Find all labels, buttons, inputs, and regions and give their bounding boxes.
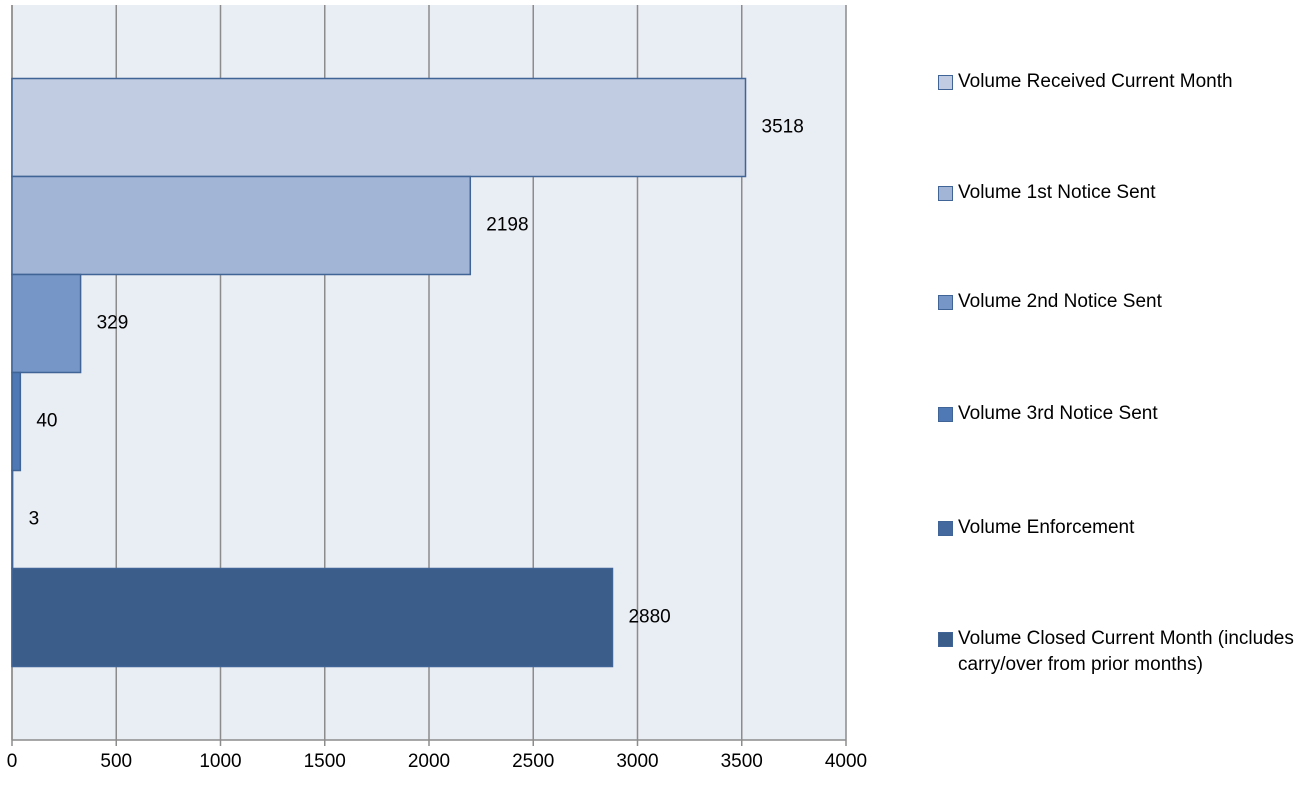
bar xyxy=(11,77,747,178)
data-label: 329 xyxy=(97,313,129,334)
data-label: 3 xyxy=(29,509,40,530)
data-label: 3518 xyxy=(762,117,804,138)
x-tick-label: 500 xyxy=(100,751,132,772)
legend-item: Volume 3rd Notice Sent xyxy=(938,401,1298,427)
legend-swatch xyxy=(938,75,953,90)
x-tick-label: 2000 xyxy=(408,751,450,772)
x-tick-label: 1000 xyxy=(199,751,241,772)
legend-label: Volume Received Current Month xyxy=(958,71,1233,92)
legend-swatch xyxy=(938,632,953,647)
legend-label: Volume Closed Current Month (includes ca… xyxy=(958,628,1294,675)
x-tick-label: 4000 xyxy=(825,751,867,772)
x-tick-label: 2500 xyxy=(512,751,554,772)
data-label: 2198 xyxy=(486,215,528,236)
legend-label: Volume 1st Notice Sent xyxy=(958,182,1156,203)
legend-item: Volume 2nd Notice Sent xyxy=(938,289,1298,315)
bar xyxy=(11,567,614,668)
bar xyxy=(11,371,22,472)
legend-label: Volume 3rd Notice Sent xyxy=(958,403,1158,424)
legend-swatch xyxy=(938,521,953,536)
x-tick-label: 3000 xyxy=(616,751,658,772)
legend-swatch xyxy=(938,407,953,422)
bar xyxy=(11,273,82,374)
data-label: 40 xyxy=(36,411,57,432)
legend-swatch xyxy=(938,186,953,201)
bar xyxy=(11,469,14,570)
legend-item: Volume Received Current Month xyxy=(938,69,1298,95)
legend-label: Volume Enforcement xyxy=(958,517,1135,538)
legend-item: Volume Closed Current Month (includes ca… xyxy=(938,626,1298,678)
bar xyxy=(11,175,472,276)
legend-label: Volume 2nd Notice Sent xyxy=(958,291,1162,312)
data-label: 2880 xyxy=(628,607,670,628)
legend-item: Volume 1st Notice Sent xyxy=(938,180,1298,206)
legend-item: Volume Enforcement xyxy=(938,515,1298,541)
x-tick-label: 0 xyxy=(7,751,18,772)
x-tick-label: 1500 xyxy=(304,751,346,772)
x-tick-label: 3500 xyxy=(721,751,763,772)
legend-swatch xyxy=(938,295,953,310)
